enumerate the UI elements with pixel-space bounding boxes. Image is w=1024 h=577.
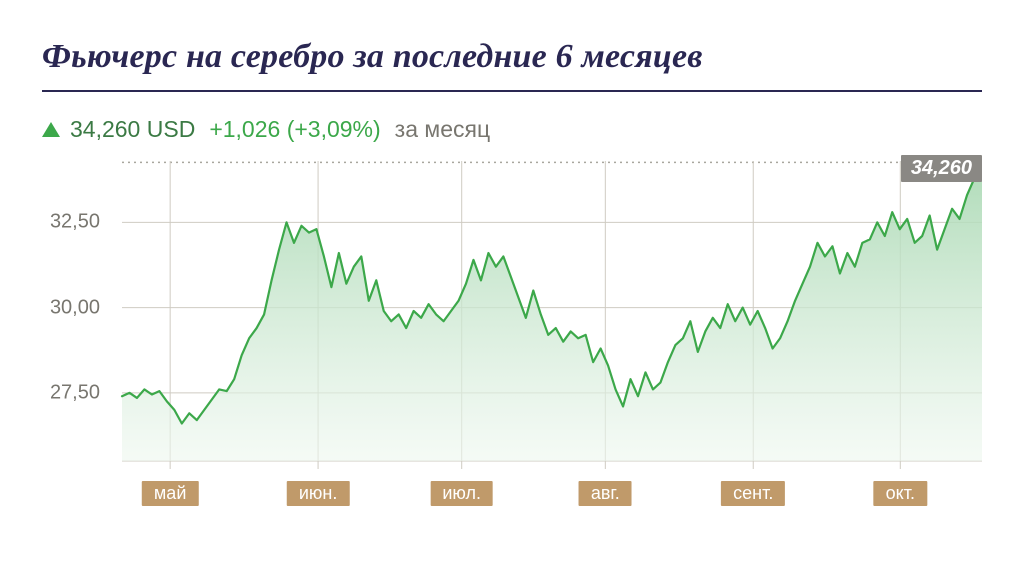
chart-title: Фьючерс на серебро за последние 6 месяце… <box>42 38 982 92</box>
price-delta: +1,026 (+3,09%) <box>209 116 380 143</box>
current-price: 34,260 USD <box>70 116 195 143</box>
x-axis-label: июн. <box>287 481 350 506</box>
x-axis-label: май <box>142 481 198 506</box>
price-chart: 27,5030,0032,50майиюн.июл.авг.сент.окт.3… <box>42 161 982 521</box>
x-axis-label: окт. <box>874 481 927 506</box>
delta-period: за месяц <box>395 116 490 143</box>
chart-svg <box>42 161 982 521</box>
x-axis-label: авг. <box>579 481 632 506</box>
x-axis-label: июл. <box>430 481 493 506</box>
x-axis-label: сент. <box>721 481 785 506</box>
stats-row: 34,260 USD +1,026 (+3,09%) за месяц <box>42 116 982 143</box>
last-price-badge: 34,260 <box>901 155 982 182</box>
y-axis-label: 32,50 <box>30 211 100 234</box>
y-axis-label: 27,50 <box>30 381 100 404</box>
up-arrow-icon <box>42 122 60 137</box>
y-axis-label: 30,00 <box>30 296 100 319</box>
